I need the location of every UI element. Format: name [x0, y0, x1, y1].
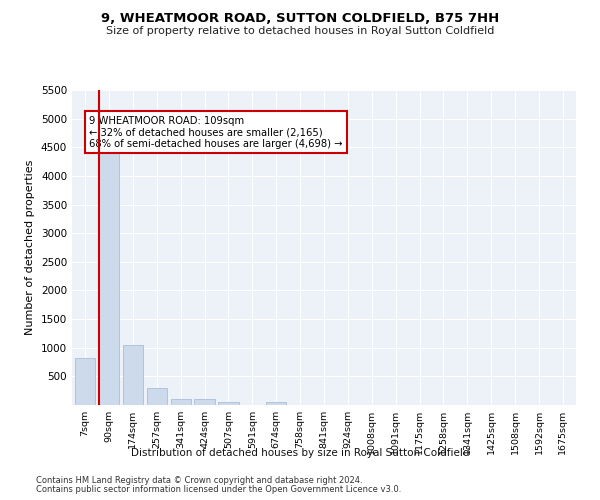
Bar [123, 345, 143, 405]
Bar [194, 399, 215, 405]
Bar [146, 388, 167, 405]
Y-axis label: Number of detached properties: Number of detached properties [25, 160, 35, 335]
Bar [99, 113, 119, 405]
Bar [266, 402, 286, 405]
Text: 9 WHEATMOOR ROAD: 109sqm
← 32% of detached houses are smaller (2,165)
68% of sem: 9 WHEATMOOR ROAD: 109sqm ← 32% of detach… [89, 116, 343, 149]
Bar [170, 399, 191, 405]
Text: Contains HM Land Registry data © Crown copyright and database right 2024.: Contains HM Land Registry data © Crown c… [36, 476, 362, 485]
Bar [75, 358, 95, 405]
Bar [218, 402, 239, 405]
Text: Contains public sector information licensed under the Open Government Licence v3: Contains public sector information licen… [36, 485, 401, 494]
Text: Distribution of detached houses by size in Royal Sutton Coldfield: Distribution of detached houses by size … [131, 448, 469, 458]
Text: 9, WHEATMOOR ROAD, SUTTON COLDFIELD, B75 7HH: 9, WHEATMOOR ROAD, SUTTON COLDFIELD, B75… [101, 12, 499, 26]
Text: Size of property relative to detached houses in Royal Sutton Coldfield: Size of property relative to detached ho… [106, 26, 494, 36]
